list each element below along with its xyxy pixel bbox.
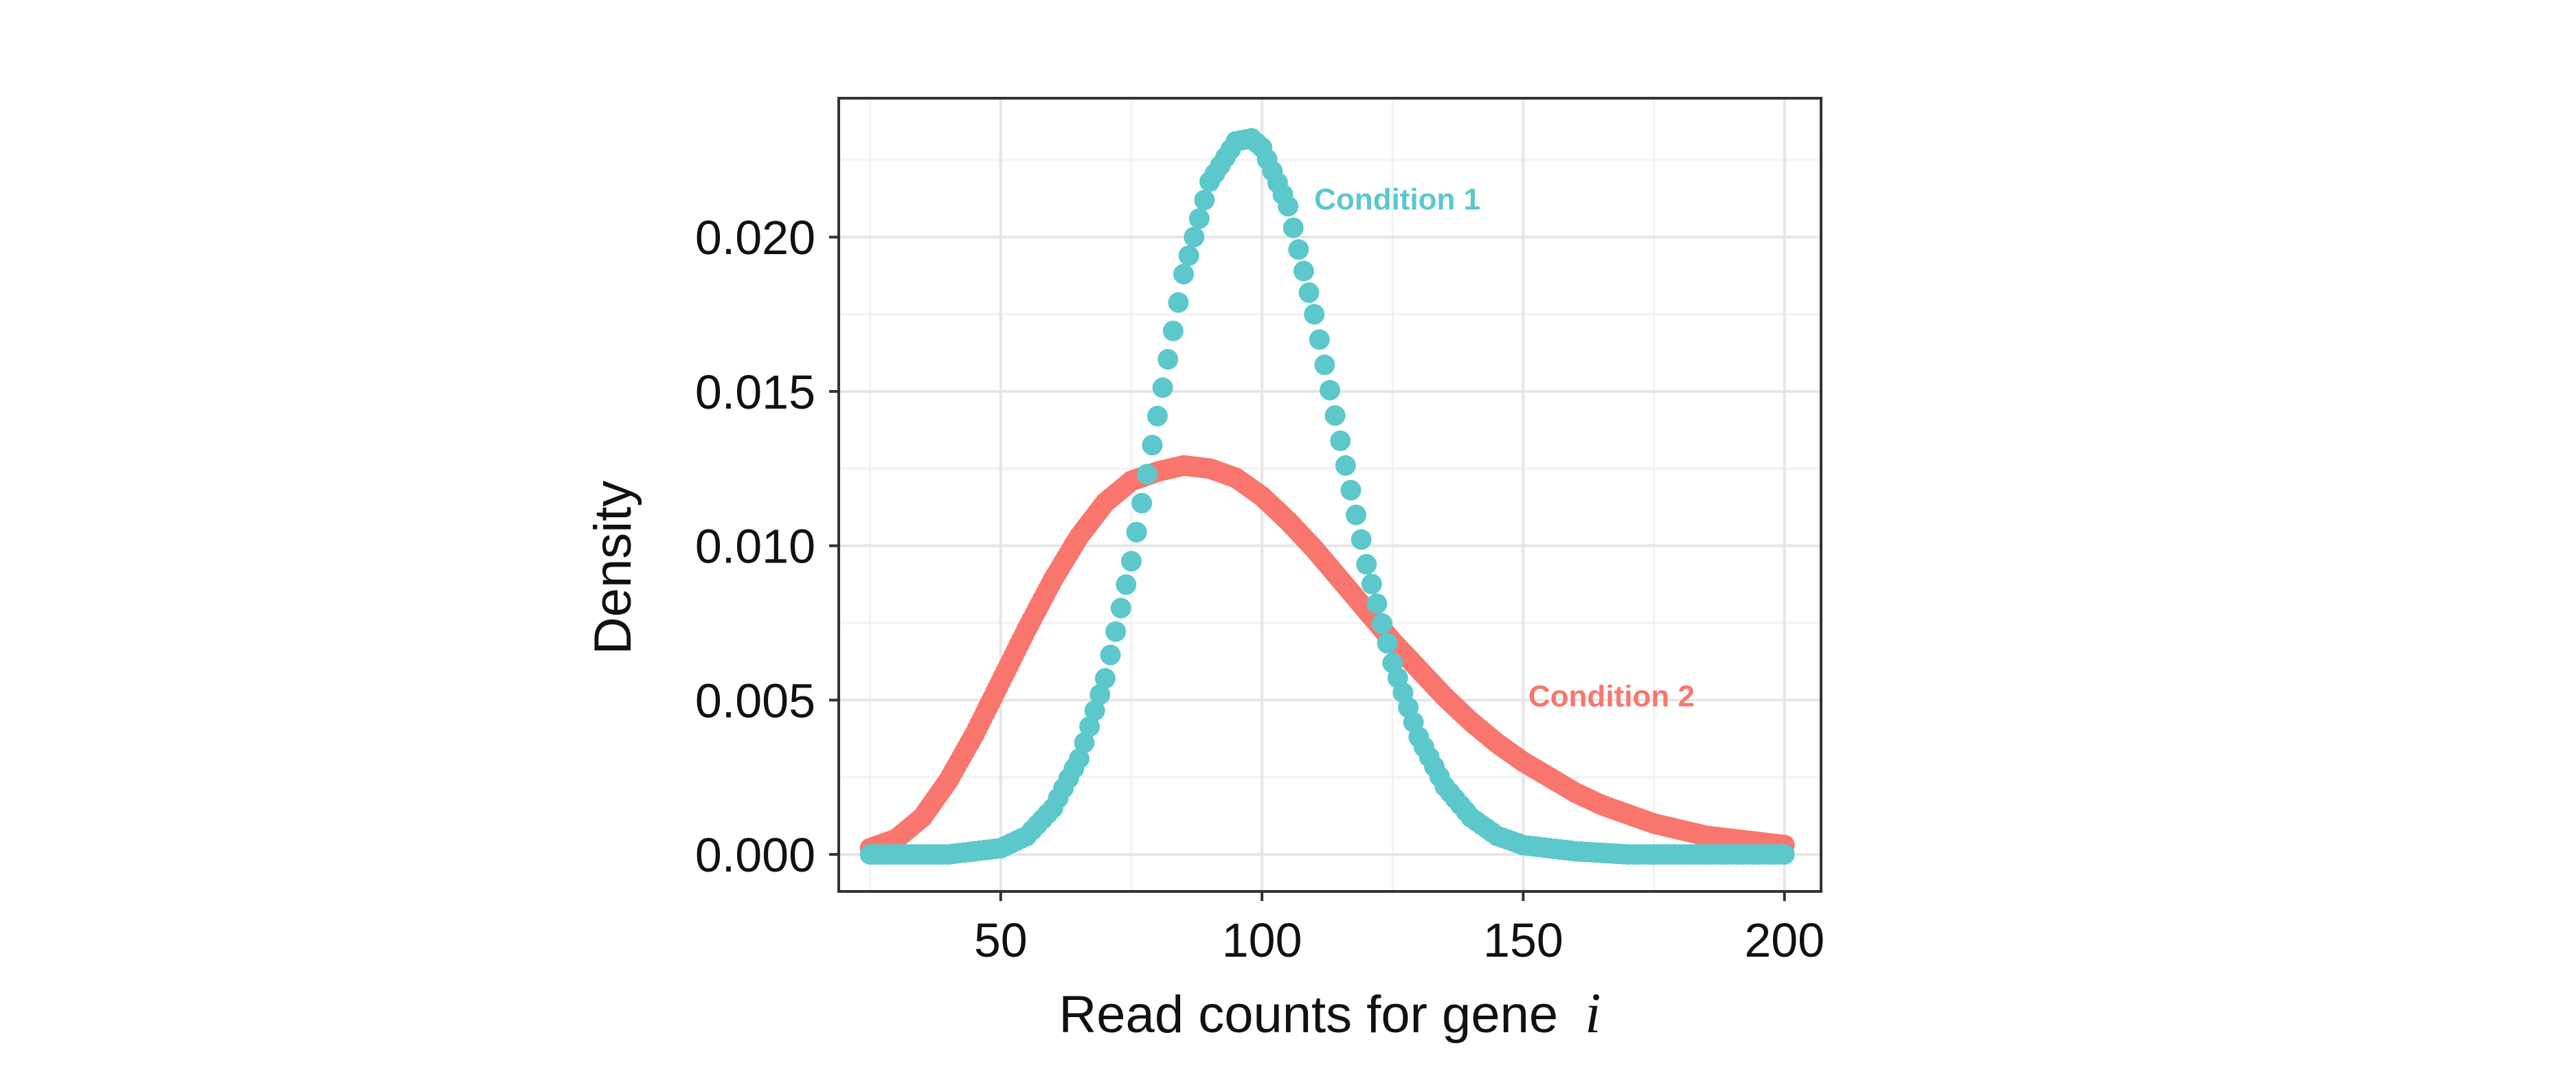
data-point <box>1068 748 1089 769</box>
data-point <box>1298 282 1320 304</box>
series-condition-1 <box>859 128 1795 865</box>
x-axis-title-text: Read counts for gene <box>1059 986 1558 1044</box>
y-tick-label: 0.015 <box>695 365 815 419</box>
data-point <box>1100 644 1121 665</box>
data-point <box>1079 716 1100 738</box>
data-point <box>1094 668 1116 689</box>
y-tick-label: 0.005 <box>695 674 815 727</box>
data-point <box>1774 844 1795 865</box>
y-tick-label: 0.020 <box>695 211 815 264</box>
data-point <box>1340 479 1362 501</box>
series-annotation-label: Condition 1 <box>1314 183 1480 216</box>
x-tick-label: 100 <box>1222 913 1302 967</box>
grid-major <box>839 98 1821 891</box>
data-point <box>1168 292 1189 313</box>
data-point <box>1126 521 1147 543</box>
x-axis-title: Read counts for gene i <box>1059 981 1601 1045</box>
plot-frame <box>837 97 1822 893</box>
data-point <box>1314 354 1335 376</box>
y-axis-title: Density <box>584 481 642 654</box>
data-point <box>1366 593 1388 615</box>
data-point <box>1178 245 1199 266</box>
series-annotation-label: Condition 2 <box>1528 679 1695 713</box>
data-point <box>1283 217 1304 238</box>
annotation-layer: Condition 1 Condition 2 <box>1314 183 1695 714</box>
data-point <box>1293 260 1314 282</box>
data-point <box>1288 239 1309 260</box>
data-point <box>1120 551 1142 572</box>
data-point <box>1162 320 1184 341</box>
y-tick-label: 0.010 <box>695 520 815 573</box>
data-point <box>1309 329 1330 350</box>
data-point <box>1372 613 1393 634</box>
data-point <box>1188 208 1210 229</box>
y-tick-label: 0.000 <box>695 828 815 882</box>
data-point <box>1377 633 1398 654</box>
x-axis-title-variable: i <box>1585 981 1601 1045</box>
data-point <box>1152 377 1173 398</box>
data-point <box>1173 264 1195 285</box>
data-point <box>1330 430 1351 451</box>
data-point <box>1105 621 1127 642</box>
y-axis: 0.000 0.005 0.010 0.015 0.020 <box>695 211 839 882</box>
data-point <box>1146 405 1168 426</box>
data-point <box>1278 196 1299 217</box>
grid-minor <box>839 98 1821 891</box>
data-point <box>1074 732 1095 753</box>
data-point <box>1304 304 1325 325</box>
x-tick-label: 50 <box>974 913 1028 967</box>
x-axis: 50 100 150 200 <box>974 891 1824 967</box>
data-point <box>1110 597 1131 619</box>
data-point <box>1184 227 1205 248</box>
x-tick-label: 150 <box>1483 913 1563 967</box>
data-point <box>1157 349 1179 370</box>
data-point <box>1089 684 1111 705</box>
series-layer <box>859 128 1795 865</box>
data-point <box>1335 455 1356 476</box>
data-point <box>1351 529 1372 550</box>
data-point <box>1324 405 1346 426</box>
data-point <box>1346 504 1367 525</box>
data-point <box>1142 435 1163 456</box>
data-point <box>1131 492 1153 514</box>
data-point <box>1136 464 1157 485</box>
data-point <box>1084 700 1105 721</box>
data-point <box>1361 573 1382 595</box>
data-point <box>1320 380 1340 401</box>
data-point <box>1194 190 1215 211</box>
x-tick-label: 200 <box>1744 913 1824 967</box>
data-point <box>1116 574 1137 595</box>
data-point <box>1356 554 1377 575</box>
